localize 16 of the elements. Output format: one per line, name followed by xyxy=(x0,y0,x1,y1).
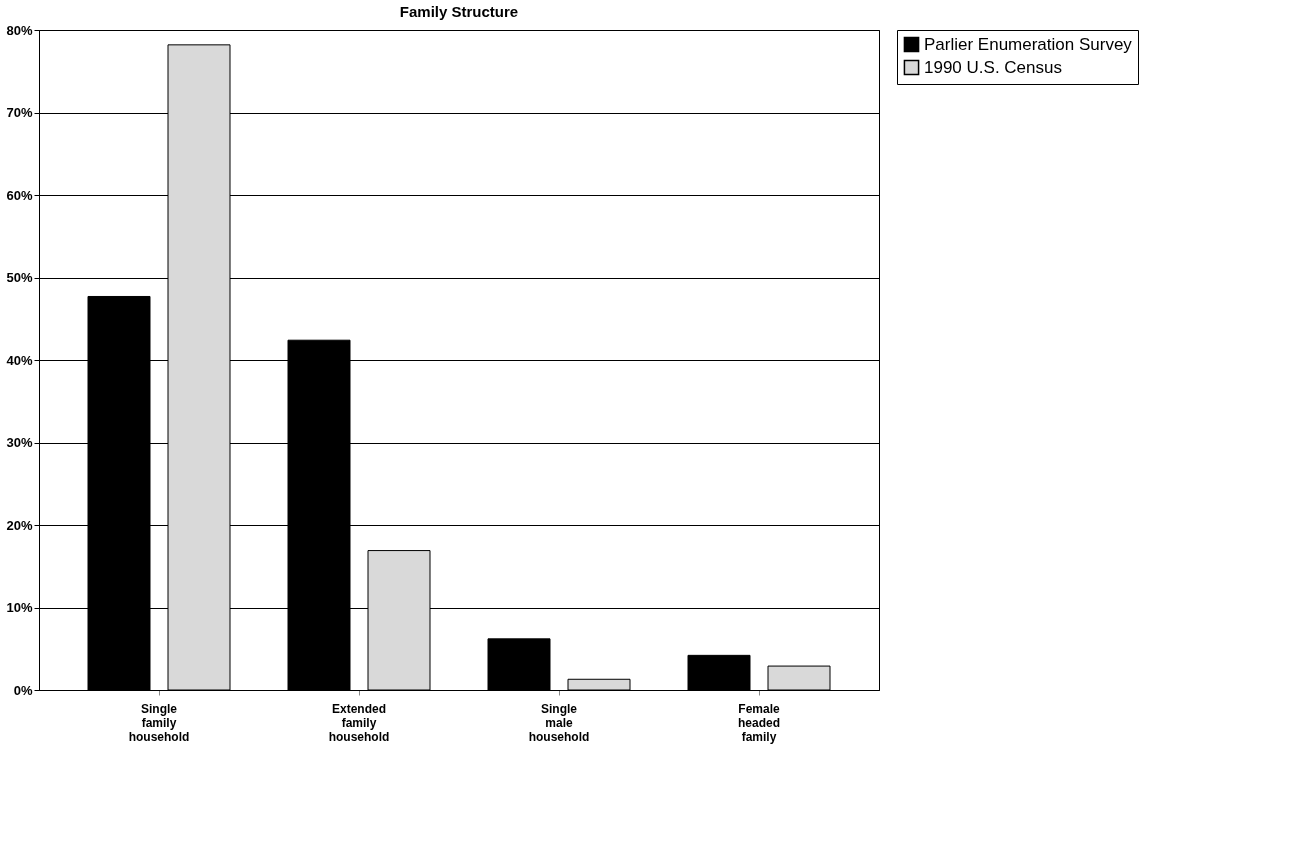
y-tick-label: 40% xyxy=(6,352,33,368)
chart-title: Family Structure xyxy=(399,3,519,20)
x-tick-label: Extended family household xyxy=(328,701,390,744)
x-tick-label: Single family household xyxy=(128,701,190,744)
x-tick-label: Female headed family xyxy=(737,701,781,744)
y-tick-label: 20% xyxy=(6,517,33,533)
y-tick-label: 70% xyxy=(6,105,33,120)
y-tick-label: 30% xyxy=(6,435,33,450)
x-tick-label: Single male household xyxy=(528,701,590,744)
y-tick-label: 50% xyxy=(6,270,33,285)
legend-label: Parlier Enumeration Survey xyxy=(924,34,1133,54)
y-tick-label: 10% xyxy=(6,600,33,615)
y-tick-label: 0% xyxy=(13,682,33,698)
y-tick-label: 60% xyxy=(6,187,33,203)
legend-label: 1990 U.S. Census xyxy=(924,57,1062,77)
y-tick-label: 80% xyxy=(6,22,33,38)
